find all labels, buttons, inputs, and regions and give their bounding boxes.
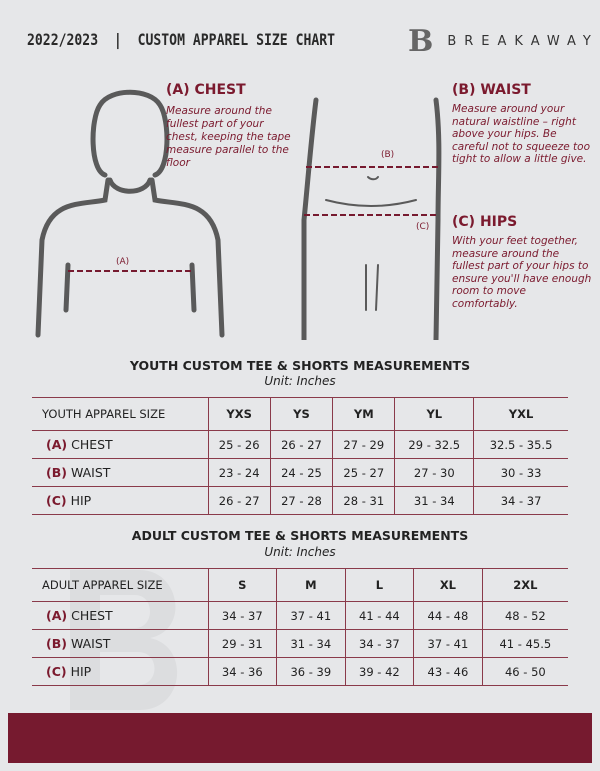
measurement-cell: 28 - 31 bbox=[332, 486, 396, 515]
measurement-cell: 37 - 41 bbox=[413, 629, 483, 658]
waist-title: (B) WAIST bbox=[452, 82, 531, 98]
measurement-cell: 48 - 52 bbox=[481, 601, 568, 630]
measurement-cell: 23 - 24 bbox=[207, 458, 271, 487]
size-column-header: 2XL bbox=[481, 568, 568, 602]
row-tag: (C) bbox=[46, 664, 67, 679]
table-row: (A) CHEST 34 - 37 37 - 41 41 - 44 44 - 48 48 … bbox=[32, 601, 568, 630]
size-column-header: YL bbox=[394, 397, 475, 431]
youth-size-table: YOUTH APPAREL SIZE YXS YS YM YL YXL (A) CHEST 2… bbox=[32, 397, 568, 515]
hips-marker: (C) bbox=[416, 222, 430, 232]
measurement-cell: 27 - 28 bbox=[269, 486, 334, 515]
page-title: 2022/2023 | CUSTOM APPAREL SIZE CHART bbox=[27, 30, 336, 49]
measurement-cell: 24 - 25 bbox=[269, 458, 334, 487]
size-column-header: XL bbox=[413, 568, 483, 602]
table-row: (A) CHEST 25 - 26 26 - 27 27 - 29 29 - 32.5 3… bbox=[32, 430, 568, 459]
measurement-cell: 34 - 36 bbox=[207, 657, 278, 686]
adult-table-title: ADULT CUSTOM TEE & SHORTS MEASUREMENTS bbox=[131, 528, 469, 543]
row-tag: (B) bbox=[46, 465, 67, 480]
row-label: (A) CHEST bbox=[32, 601, 209, 630]
row-label: (A) CHEST bbox=[32, 430, 209, 459]
hips-instructions: With your feet together, measure around … bbox=[452, 235, 592, 310]
measurement-cell: 34 - 37 bbox=[344, 629, 415, 658]
hips-title: (C) HIPS bbox=[452, 214, 518, 230]
table-row: (C) HIP 34 - 36 36 - 39 39 - 42 43 - 46 46 - … bbox=[32, 657, 568, 686]
measurement-cell: 41 - 45.5 bbox=[481, 629, 568, 658]
row-tag: (B) bbox=[46, 636, 67, 651]
measurement-cell: 27 - 29 bbox=[332, 430, 396, 459]
measurement-cell: 31 - 34 bbox=[276, 629, 346, 658]
youth-table-title: YOUTH CUSTOM TEE & SHORTS MEASUREMENTS bbox=[129, 358, 471, 373]
size-column-header: L bbox=[344, 568, 415, 602]
measurement-cell: 27 - 30 bbox=[394, 458, 475, 487]
brand-name: BREAKAWAY bbox=[447, 34, 599, 49]
row-name: WAIST bbox=[70, 465, 111, 480]
measurement-cell: 26 - 27 bbox=[269, 430, 334, 459]
row-name: HIP bbox=[70, 493, 92, 508]
row-tag: (A) bbox=[46, 437, 68, 452]
adult-size-table: ADULT APPAREL SIZE S M L XL 2XL (A) CHEST 34 - … bbox=[32, 568, 568, 686]
table-row: (B) WAIST 29 - 31 31 - 34 34 - 37 37 - 41 41 … bbox=[32, 629, 568, 658]
row-tag: (A) bbox=[46, 608, 68, 623]
measurement-cell: 39 - 42 bbox=[344, 657, 415, 686]
size-column-header: YXS bbox=[207, 397, 271, 431]
footer-band bbox=[8, 713, 592, 763]
measurement-cell: 25 - 27 bbox=[332, 458, 396, 487]
size-column-header: YS bbox=[269, 397, 334, 431]
chest-marker: (A) bbox=[116, 257, 130, 267]
chest-title: (A) CHEST bbox=[166, 82, 246, 98]
size-header: YOUTH APPAREL SIZE bbox=[32, 397, 209, 431]
measurement-cell: 26 - 27 bbox=[207, 486, 271, 515]
chest-figure bbox=[35, 89, 225, 338]
row-tag: (C) bbox=[46, 493, 67, 508]
row-label: (B) WAIST bbox=[32, 458, 209, 487]
header-row: YOUTH APPAREL SIZE YXS YS YM YL YXL bbox=[32, 397, 568, 431]
row-name: CHEST bbox=[71, 437, 113, 452]
row-label: (C) HIP bbox=[32, 657, 209, 686]
size-column-header: S bbox=[207, 568, 278, 602]
measurement-cell: 31 - 34 bbox=[394, 486, 475, 515]
waist-hips-figure bbox=[301, 97, 442, 340]
youth-table-unit: Unit: Inches bbox=[264, 374, 336, 388]
chest-instructions: Measure around the fullest part of your … bbox=[166, 105, 291, 169]
adult-table-unit: Unit: Inches bbox=[264, 545, 336, 559]
measurement-cell: 34 - 37 bbox=[207, 601, 278, 630]
measurement-cell: 25 - 26 bbox=[207, 430, 271, 459]
measurement-cell: 43 - 46 bbox=[413, 657, 483, 686]
size-column-header: YM bbox=[332, 397, 396, 431]
measurement-cell: 29 - 31 bbox=[207, 629, 278, 658]
table-row: (C) HIP 26 - 27 27 - 28 28 - 31 31 - 34 34 - … bbox=[32, 486, 568, 515]
logo-icon: B bbox=[408, 24, 434, 59]
measurement-cell: 30 - 33 bbox=[473, 458, 568, 487]
table-row: (B) WAIST 23 - 24 24 - 25 25 - 27 27 - 30 30 … bbox=[32, 458, 568, 487]
measurement-cell: 44 - 48 bbox=[413, 601, 483, 630]
measurement-cell: 46 - 50 bbox=[481, 657, 568, 686]
header-row: ADULT APPAREL SIZE S M L XL 2XL bbox=[32, 568, 568, 602]
brand-logo: B BREAKAWAY bbox=[408, 24, 599, 59]
size-header: ADULT APPAREL SIZE bbox=[32, 568, 209, 602]
row-name: CHEST bbox=[71, 608, 113, 623]
measurement-cell: 32.5 - 35.5 bbox=[473, 430, 568, 459]
size-column-header: YXL bbox=[473, 397, 568, 431]
size-column-header: M bbox=[276, 568, 346, 602]
row-label: (B) WAIST bbox=[32, 629, 209, 658]
measurement-cell: 36 - 39 bbox=[276, 657, 346, 686]
row-name: WAIST bbox=[70, 636, 111, 651]
measurement-cell: 41 - 44 bbox=[344, 601, 415, 630]
measurement-cell: 29 - 32.5 bbox=[394, 430, 475, 459]
row-name: HIP bbox=[70, 664, 92, 679]
waist-instructions: Measure around your natural waistline – … bbox=[452, 103, 590, 165]
waist-marker: (B) bbox=[381, 150, 395, 160]
measurement-cell: 34 - 37 bbox=[473, 486, 568, 515]
measurement-cell: 37 - 41 bbox=[276, 601, 346, 630]
row-label: (C) HIP bbox=[32, 486, 209, 515]
